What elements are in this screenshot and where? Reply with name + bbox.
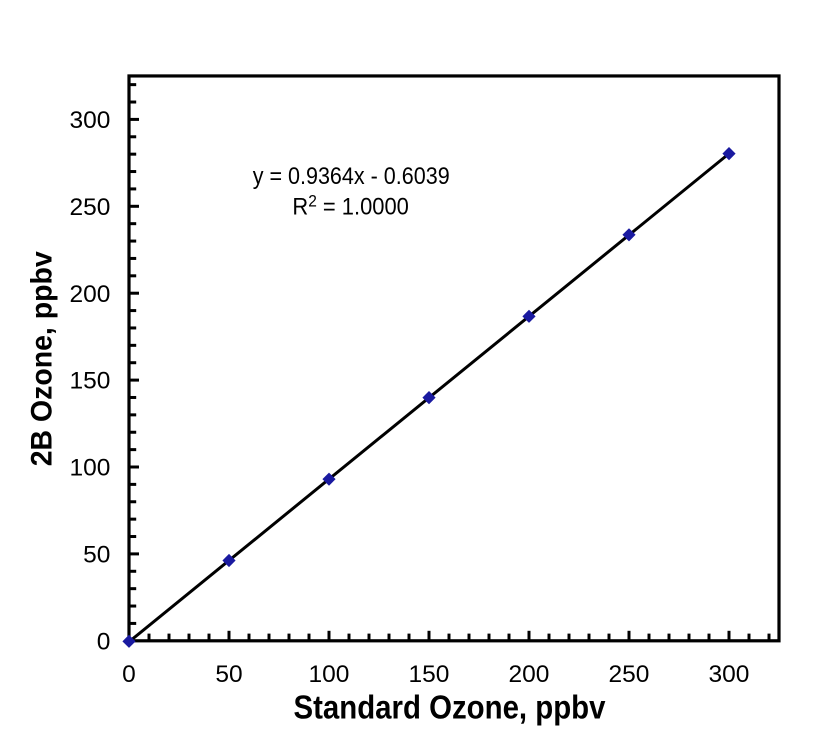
svg-text:250: 250 — [70, 194, 111, 221]
svg-text:100: 100 — [309, 661, 350, 688]
svg-text:0: 0 — [122, 661, 136, 688]
svg-text:2B Ozone, ppbv: 2B Ozone, ppbv — [26, 251, 59, 467]
svg-text:250: 250 — [609, 661, 650, 688]
svg-text:y = 0.9364x - 0.6039: y = 0.9364x - 0.6039 — [253, 163, 450, 190]
svg-text:Standard Ozone, ppbv: Standard Ozone, ppbv — [294, 688, 607, 725]
svg-text:R2 = 1.0000: R2 = 1.0000 — [292, 191, 409, 220]
svg-text:50: 50 — [83, 542, 110, 569]
svg-text:150: 150 — [409, 661, 450, 688]
svg-text:50: 50 — [215, 661, 242, 688]
svg-text:300: 300 — [709, 661, 750, 688]
svg-text:300: 300 — [70, 107, 111, 134]
svg-text:0: 0 — [97, 628, 111, 655]
svg-text:200: 200 — [70, 281, 111, 308]
svg-text:100: 100 — [70, 455, 111, 482]
svg-text:200: 200 — [509, 661, 550, 688]
svg-text:150: 150 — [70, 368, 111, 395]
